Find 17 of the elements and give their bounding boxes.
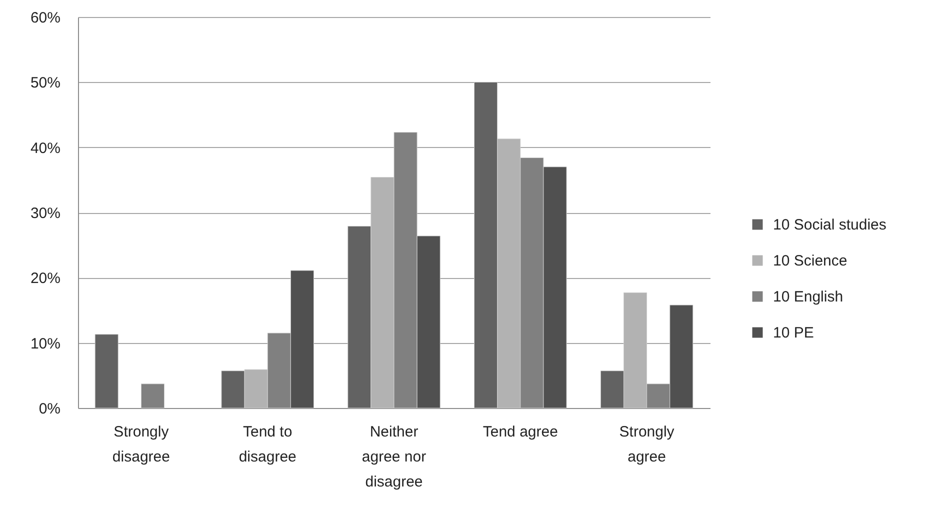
y-tick-label: 30% — [30, 205, 60, 222]
y-tick-label: 50% — [30, 74, 60, 92]
y-tick-label: 20% — [30, 270, 60, 288]
x-tick-label: Strongly disagree — [112, 424, 170, 466]
y-tick-label: 40% — [30, 140, 60, 157]
x-tick-label: Neither agree nor disagree — [362, 424, 426, 490]
x-tick-label: Tend to disagree — [238, 424, 296, 466]
x-tick-label: Tend agree — [482, 424, 558, 440]
x-tick-label: Strongly agree — [619, 424, 675, 466]
y-tick-label: 0% — [38, 400, 60, 418]
legend-label: 10 Social studies — [773, 216, 886, 234]
bar — [94, 334, 118, 408]
legend-label: 10 English — [773, 288, 844, 306]
y-tick-label: 60% — [30, 10, 60, 26]
legend-label: 10 PE — [773, 324, 814, 342]
y-tick-label: 10% — [30, 335, 60, 352]
legend-label: 10 Science — [773, 252, 848, 270]
